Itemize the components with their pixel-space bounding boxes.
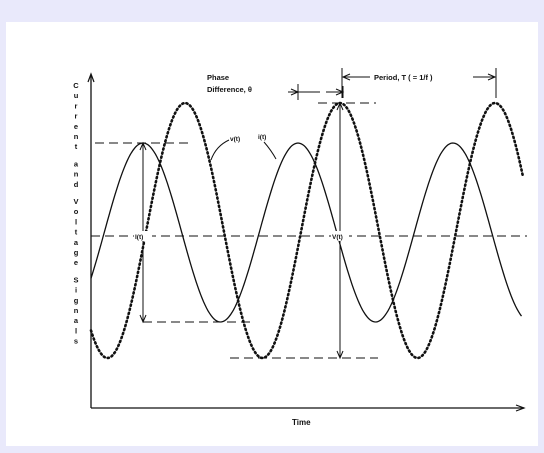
y-axis-label-letter: t [75, 228, 78, 237]
voltage-amplitude-arrowhead-top [336, 101, 344, 111]
voltage-amplitude-arrowhead-bottom [336, 350, 344, 360]
y-axis-label-letter: n [74, 170, 79, 179]
voltage-amplitude-label: V(t) [332, 234, 343, 241]
y-axis-label-letter: g [74, 248, 79, 257]
period-arrowhead-right [487, 73, 497, 81]
y-axis-label-letter: C [73, 81, 79, 90]
x-axis-arrow [515, 404, 526, 412]
y-axis-label-letter: s [74, 337, 78, 346]
y-axis-label-letter: t [75, 142, 78, 151]
period-arrowhead-left [341, 73, 351, 81]
phase-arrowhead [290, 88, 300, 96]
y-axis-label-letter: a [74, 159, 79, 168]
current-amplitude-label: I(t) [135, 234, 143, 241]
current-amplitude-arrowhead-bottom [139, 314, 147, 324]
current-curve [90, 142, 523, 323]
voltage-amplitude-label-bg [331, 231, 349, 241]
phase-label-line1: Phase [207, 73, 229, 82]
y-axis-label-letter: l [75, 326, 77, 335]
y-axis-label-letter: l [75, 217, 77, 226]
y-axis-label-letter: d [74, 180, 79, 189]
x-axis-label: Time [292, 418, 311, 427]
y-axis-label-letter: e [74, 258, 78, 267]
y-axis-label-letter: S [73, 275, 78, 284]
y-axis-label-letter: g [74, 296, 79, 305]
y-axis-arrow [87, 72, 95, 83]
current-amplitude-arrowhead-top [139, 141, 147, 151]
phase-arrowhead-right [335, 88, 345, 96]
y-axis-label-letter: V [73, 197, 78, 206]
diagram-frame [6, 22, 538, 446]
y-axis-label-letter: r [75, 101, 78, 110]
voltage-curve-label: v(t) [230, 136, 240, 143]
period-label: Period, T ( = 1/f ) [374, 73, 433, 82]
y-axis-label-letter: a [74, 316, 79, 325]
y-axis-label-letter: i [75, 286, 77, 295]
y-axis-label-letter: n [74, 132, 79, 141]
current-label-leader [263, 141, 277, 160]
phase-label-line2: Difference, θ [207, 85, 252, 94]
y-axis-label-letter: e [74, 122, 78, 131]
y-axis-label-letter: a [74, 238, 79, 247]
current-curve-label: i(t) [258, 134, 266, 141]
current-amplitude-label-bg [134, 231, 152, 241]
y-axis-label-letter: u [74, 91, 79, 100]
y-axis-label-letter: o [74, 207, 79, 216]
voltage-curve [89, 101, 525, 360]
y-axis-label-letter: n [74, 306, 79, 315]
voltage-label-leader [210, 139, 230, 161]
y-axis-label-letter: r [75, 112, 78, 121]
